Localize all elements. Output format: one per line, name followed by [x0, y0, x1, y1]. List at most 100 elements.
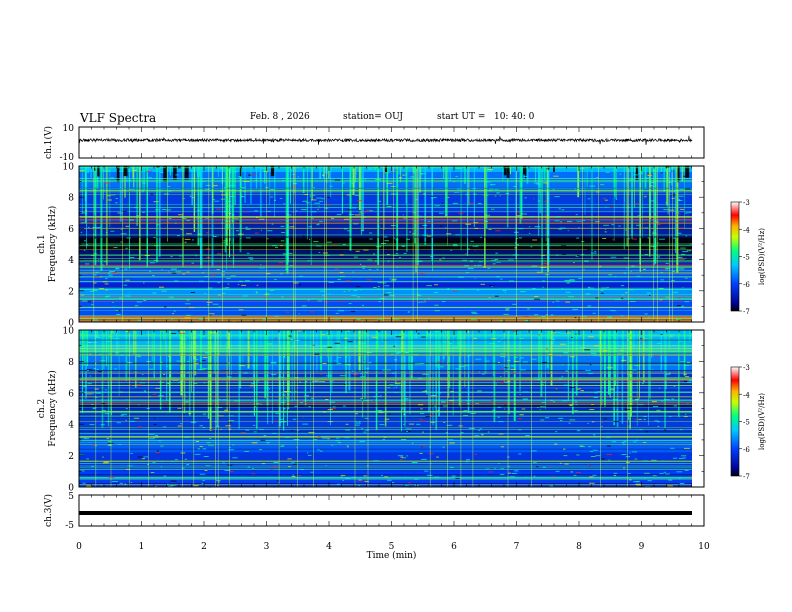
- ch1-spectro-speck: [495, 252, 498, 254]
- ch1-spectro-speck: [592, 312, 596, 314]
- ch1-spectro-speck: [477, 289, 480, 291]
- ch1-spectro-speck: [354, 194, 361, 196]
- ch2-spectro-speck: [120, 415, 124, 417]
- ch2-spectro-speck: [437, 351, 439, 353]
- ch2-spectro-speck: [512, 473, 517, 474]
- ch1-spectro-speck: [574, 317, 577, 319]
- ch1-spectro-speck: [621, 285, 625, 287]
- ch1-spectro-speck: [242, 295, 248, 297]
- ch1-spectro-speck: [535, 246, 537, 248]
- ch1-spectro-streak: [674, 166, 676, 253]
- ch1-spectro-speck: [225, 200, 231, 202]
- ch1-spectro-speck: [623, 272, 627, 274]
- ch1-spectro-speck: [129, 257, 135, 258]
- ch1-spectro-speck: [620, 315, 625, 317]
- ch2-spectro-speck: [576, 454, 580, 456]
- ch1-spectro-speck: [572, 308, 578, 310]
- ch2-spectro-speck: [377, 410, 383, 411]
- ch1-spectro-speck: [659, 288, 664, 289]
- ch1-spectro-speck: [595, 221, 600, 223]
- ch2-spectro-speck: [589, 409, 595, 410]
- ch1-spectro-speck: [504, 292, 506, 293]
- ch1-spectro-speck: [313, 241, 319, 243]
- ch2-spectro-streak: [430, 330, 432, 339]
- ch1-spectro-speck: [470, 318, 477, 320]
- ch1-spectro-speck: [280, 225, 285, 227]
- ch2-spectro-speck: [137, 426, 142, 428]
- ch2-spectro-speck: [351, 370, 354, 372]
- ch2-spectro-speck: [275, 412, 279, 414]
- ch1-spectro-speck: [199, 318, 203, 320]
- ch1-spectro-speck: [349, 214, 355, 215]
- ch1-spectro-speck: [350, 311, 356, 313]
- ch1-spectro-speck: [444, 227, 447, 229]
- ch1-spectro-speck: [282, 253, 288, 255]
- ch2-spectro-speck: [141, 458, 145, 460]
- ch2-spectro-speck: [613, 475, 617, 477]
- ch2-spectro-speck: [119, 354, 125, 356]
- ch1-spectro-speck: [367, 259, 373, 261]
- ch1-spectro-speck: [223, 240, 228, 242]
- ch2-spectro-speck: [91, 341, 97, 343]
- ch1-spectro-streak: [443, 166, 445, 179]
- ch1-spectro-speck: [220, 190, 224, 192]
- ch1-spectro-speck: [119, 170, 124, 172]
- ch2-spectro-speck: [148, 433, 155, 435]
- ch1-spectro-streak: [234, 166, 236, 205]
- ch1-spectro-speck: [105, 232, 108, 234]
- ch2-spectro-speck: [125, 419, 127, 421]
- ch2-spectro-speck: [663, 399, 670, 401]
- ch2-spectro-speck: [240, 432, 247, 433]
- ch1-spectro-streak: [94, 166, 97, 266]
- ch2-spectro-speck: [150, 472, 155, 474]
- ch2-spectro-speck: [495, 383, 497, 385]
- ch1-spectro-streak: [109, 166, 111, 228]
- ch1-spectro-speck: [203, 180, 206, 182]
- ch1-spectro-speck: [186, 219, 190, 221]
- ch1-spectro-speck: [643, 197, 647, 199]
- ch2-spectro-speck: [665, 473, 670, 475]
- ch1-spectro-speck: [206, 248, 210, 250]
- ch1-spectro-speck: [237, 284, 240, 286]
- ch1-spectro-streak: [377, 166, 379, 266]
- ch2-spectro-speck: [490, 391, 493, 393]
- ch1-spectro-speck: [594, 250, 597, 252]
- ch2-spectro-speck: [573, 474, 577, 476]
- ch2-spectro-speck: [86, 369, 93, 371]
- ch2-spectro-speck: [420, 445, 426, 447]
- ch2-spectro-streak: [552, 330, 554, 345]
- ch1-spectro-speck: [136, 215, 140, 217]
- ch1-spectro-speck: [685, 212, 687, 214]
- ch1-spectro-streak: [655, 166, 657, 251]
- ch2-spectro-speck: [179, 416, 182, 418]
- ch2-spectro-speck: [561, 375, 564, 377]
- ch1-spectro-speck: [393, 169, 398, 171]
- ch2-spectro-streak: [438, 330, 440, 372]
- ch2-spectro-speck: [463, 410, 468, 412]
- ch2-spectro-speck: [297, 330, 302, 332]
- ch2-spectro-speck: [403, 423, 405, 425]
- ch1-spectro-speck: [642, 268, 646, 270]
- ch2-spectro-speck: [297, 430, 299, 432]
- ch2-spectro-speck: [678, 477, 681, 479]
- ch2-spectro-speck: [601, 458, 605, 460]
- ch2-spectro-speck: [146, 407, 150, 409]
- ch2-spectro-speck: [602, 350, 608, 352]
- ch2-spectro-speck: [360, 398, 363, 400]
- ch2-spectro-speck: [158, 440, 162, 442]
- ch1-spectro-speck: [303, 193, 305, 195]
- ch2-spectro-speck: [683, 373, 687, 375]
- ch1-spectro-speck: [615, 199, 618, 200]
- ch2-spectro-speck: [514, 361, 520, 363]
- ch2-spectro-speck: [518, 429, 522, 431]
- ch1-spectro-speck: [231, 254, 236, 256]
- ch1-spectro-speck: [537, 200, 541, 202]
- ch1-spectro-dark-streak: [156, 166, 160, 168]
- ch1-spectro-speck: [226, 277, 231, 279]
- ch1-spectro-speck: [135, 305, 139, 307]
- ch2-spectro-speck: [358, 421, 361, 423]
- ch2-spectro-speck: [504, 367, 509, 369]
- ch2-spectro-streak: [188, 330, 191, 416]
- ch1-spectro-speck: [637, 215, 640, 217]
- ch1-spectro-speck: [205, 217, 209, 219]
